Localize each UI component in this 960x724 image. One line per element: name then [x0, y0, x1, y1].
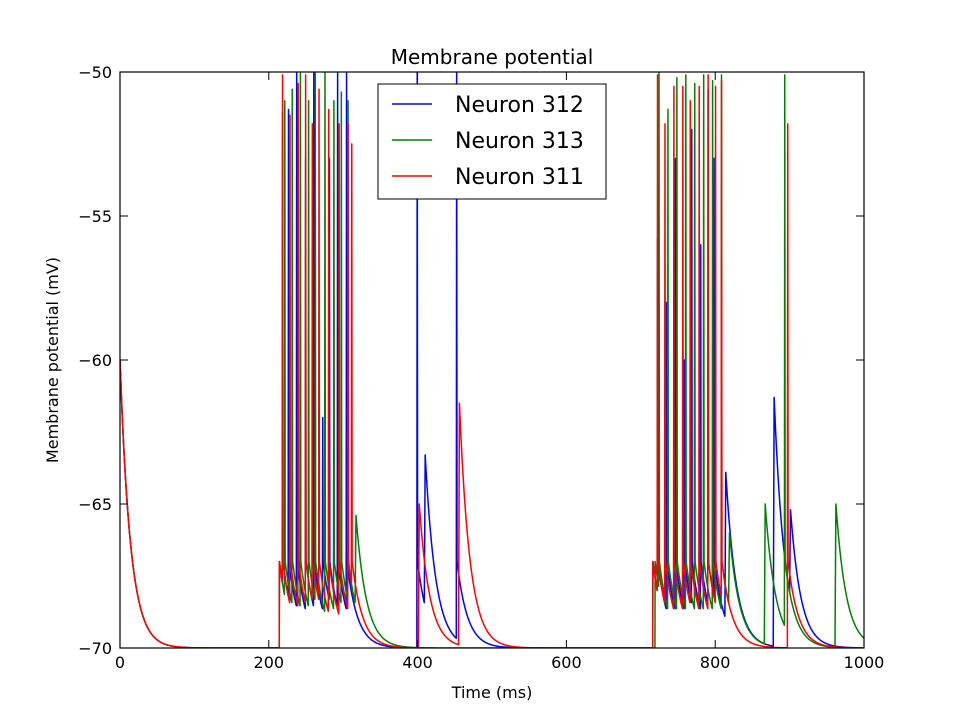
series-neuron-311-line [120, 74, 864, 648]
x-tick-label: 1000 [844, 653, 885, 672]
y-tick-label: −65 [78, 495, 112, 514]
x-tick-label: 200 [254, 653, 285, 672]
y-axis-label: Membrane potential (mV) [43, 257, 62, 463]
x-axis-label: Time (ms) [451, 683, 533, 702]
y-tick-label: −55 [78, 207, 112, 226]
chart-title: Membrane potential [391, 45, 594, 69]
y-tick-label: −60 [78, 351, 112, 370]
ticks-layer: 0 200 400 600 800 1000 −70 −65 −60 −55 −50 [78, 63, 884, 672]
y-tick-label: −50 [78, 63, 112, 82]
series-neuron-313-line [120, 72, 864, 648]
y-tick-label: −70 [78, 639, 112, 658]
legend-box [377, 83, 607, 200]
x-tick-label: 400 [402, 653, 433, 672]
legend-label-neuron-311: Neuron 311 [455, 165, 584, 190]
legend-label-neuron-313: Neuron 313 [455, 129, 584, 154]
x-tick-label: 0 [115, 653, 125, 672]
x-tick-label: 800 [700, 653, 731, 672]
series-layer [120, 72, 864, 648]
legend: Neuron 312 Neuron 313 Neuron 311 [377, 83, 607, 200]
legend-label-neuron-312: Neuron 312 [455, 93, 584, 118]
x-tick-label: 600 [551, 653, 582, 672]
